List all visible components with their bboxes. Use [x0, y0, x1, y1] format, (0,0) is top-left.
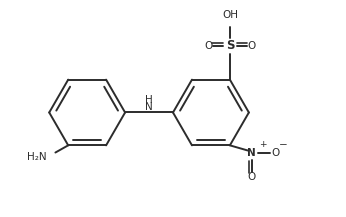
- Text: N: N: [247, 148, 256, 158]
- Text: OH: OH: [222, 10, 238, 20]
- Text: H: H: [145, 95, 153, 105]
- Text: −: −: [279, 140, 288, 150]
- Text: +: +: [259, 140, 266, 149]
- Text: O: O: [204, 41, 212, 51]
- Text: O: O: [271, 148, 279, 158]
- Text: N: N: [145, 102, 153, 112]
- Text: S: S: [226, 39, 234, 52]
- Text: O: O: [248, 172, 256, 182]
- Text: O: O: [247, 41, 256, 51]
- Text: H₂N: H₂N: [27, 152, 46, 162]
